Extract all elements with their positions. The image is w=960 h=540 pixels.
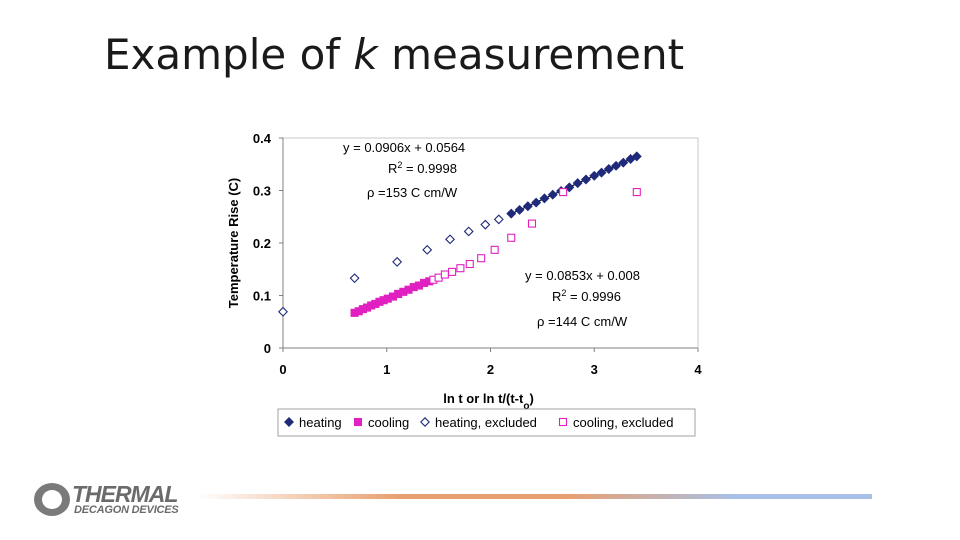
x-tick-label: 0 — [279, 362, 286, 377]
heating-equation: y = 0.0906x + 0.0564 — [343, 140, 465, 155]
legend-swatch-1 — [353, 417, 363, 427]
data-point — [349, 273, 360, 284]
x-axis-title: ln t or ln t/(t-to) — [443, 391, 534, 412]
logo-ring-icon — [34, 483, 70, 516]
heating-resistivity: ρ =153 C cm/W — [367, 185, 458, 200]
legend-swatch-2 — [420, 417, 430, 427]
y-tick-label: 0.2 — [253, 236, 271, 251]
y-tick-label: 0 — [264, 341, 271, 356]
data-point — [564, 182, 575, 193]
title-text-italic: k — [353, 30, 378, 79]
data-point — [477, 254, 486, 263]
data-point — [618, 157, 629, 168]
series-cooling-excluded — [429, 188, 641, 284]
series-heating — [506, 151, 642, 219]
y-tick-label: 0.3 — [253, 184, 271, 199]
data-point — [632, 188, 641, 197]
x-tick-label: 4 — [694, 362, 702, 377]
data-point — [445, 234, 456, 245]
data-point — [392, 256, 403, 267]
cooling-r-squared: R2 = 0.9996 — [552, 288, 621, 304]
data-point — [507, 233, 516, 242]
slide-title: Example of k measurement — [104, 30, 684, 79]
data-point — [463, 226, 474, 237]
legend-label: cooling, excluded — [573, 415, 673, 430]
data-point — [603, 163, 614, 174]
y-tick-label: 0.4 — [253, 131, 272, 146]
data-point — [506, 208, 517, 219]
title-text-start: Example of — [104, 30, 354, 79]
chart-labels: 0 1 2 3 4 0 0.1 0.2 0.3 0.4 ln t or ln t/(t-to) Tem… — [226, 131, 702, 412]
data-point — [589, 170, 600, 181]
data-point — [596, 167, 607, 178]
data-point — [559, 188, 568, 197]
chart-axes — [279, 137, 699, 352]
data-point — [631, 151, 642, 162]
legend-label: cooling — [368, 415, 409, 430]
data-point — [448, 267, 457, 276]
chart-marks — [278, 151, 642, 317]
y-axis-title: Temperature Rise (C) — [226, 178, 241, 309]
data-point — [278, 306, 288, 317]
cooling-equation: y = 0.0853x + 0.008 — [525, 268, 640, 283]
data-point — [490, 245, 499, 254]
data-point — [539, 193, 550, 204]
thermal-logo: THERMAL DECAGON DEVICES — [34, 481, 184, 519]
data-point — [580, 174, 591, 185]
chart-legend: heating cooling heating, excluded cooling, … — [277, 408, 696, 437]
data-point — [572, 178, 583, 189]
heating-r-squared: R2 = 0.9998 — [388, 160, 457, 176]
legend-label: heating — [299, 415, 342, 430]
data-point — [522, 201, 533, 212]
data-point — [456, 264, 465, 273]
legend-swatch-0 — [284, 417, 294, 427]
data-point — [493, 214, 504, 225]
data-point — [611, 160, 622, 171]
cooling-resistivity: ρ =144 C cm/W — [537, 314, 628, 329]
x-tick-label: 1 — [383, 362, 390, 377]
data-point — [440, 270, 449, 279]
legend-label: heating, excluded — [435, 415, 537, 430]
data-point — [547, 189, 558, 200]
series-heating-excluded — [278, 214, 504, 317]
data-point — [465, 259, 474, 269]
title-text-end: measurement — [377, 30, 685, 79]
data-point — [422, 244, 433, 255]
series-cooling — [350, 277, 434, 317]
data-point — [480, 219, 491, 230]
footer-gradient-bar — [196, 494, 872, 499]
legend-box — [277, 408, 696, 437]
data-point — [531, 197, 542, 208]
logo-word-decagon: DECAGON DEVICES — [74, 504, 179, 516]
data-point — [514, 204, 525, 215]
legend-swatch-3 — [558, 417, 568, 427]
plot-area-frame — [282, 137, 699, 349]
y-tick-label: 0.1 — [253, 289, 271, 304]
logo-word-thermal: THERMAL — [72, 481, 178, 507]
x-tick-label: 2 — [487, 362, 494, 377]
data-point — [527, 219, 537, 228]
x-tick-label: 3 — [591, 362, 598, 377]
